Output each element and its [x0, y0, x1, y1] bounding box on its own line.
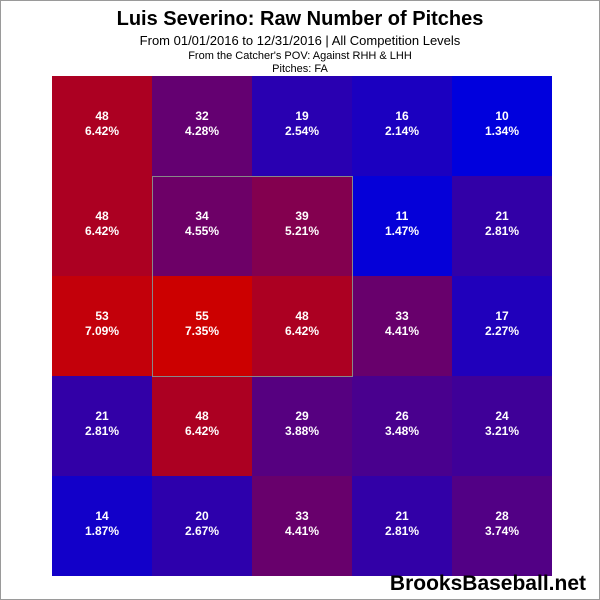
cell-percent-label: 4.41%: [285, 524, 319, 538]
cell-count-label: 10: [495, 109, 509, 123]
heatmap-cell-r4-c1: [152, 476, 252, 576]
cell-count-label: 21: [395, 509, 409, 523]
cell-percent-label: 1.34%: [485, 124, 519, 138]
cell-percent-label: 2.67%: [185, 524, 219, 538]
cell-count-label: 17: [495, 309, 509, 323]
heatmap-cell-r0-c0: [52, 76, 152, 176]
heatmap-cell-r4-c0: [52, 476, 152, 576]
cell-count-label: 29: [295, 409, 309, 423]
cell-percent-label: 2.81%: [85, 424, 119, 438]
cell-percent-label: 2.27%: [485, 324, 519, 338]
cell-percent-label: 3.48%: [385, 424, 419, 438]
cell-percent-label: 1.87%: [85, 524, 119, 538]
heatmap-cell-r1-c4: [452, 176, 552, 276]
chart-subtitle-pitches: Pitches: FA: [272, 63, 328, 75]
cell-count-label: 20: [195, 509, 209, 523]
brand-watermark: BrooksBaseball.net: [389, 572, 586, 595]
cell-percent-label: 4.28%: [185, 124, 219, 138]
heatmap-cell-r0-c3: [352, 76, 452, 176]
heatmap-cell-r1-c0: [52, 176, 152, 276]
heatmap-cell-r4-c2: [252, 476, 352, 576]
heatmap-cell-r2-c2: [252, 276, 352, 376]
cell-percent-label: 2.14%: [385, 124, 419, 138]
cell-percent-label: 6.42%: [285, 324, 319, 338]
chart-title: Luis Severino: Raw Number of Pitches: [116, 8, 484, 30]
cell-count-label: 14: [95, 509, 109, 523]
cell-count-label: 16: [395, 109, 409, 123]
cell-percent-label: 3.88%: [285, 424, 319, 438]
heatmap-cell-r4-c3: [352, 476, 452, 576]
cell-percent-label: 4.55%: [185, 224, 219, 238]
cell-count-label: 11: [396, 209, 409, 223]
cell-count-label: 48: [95, 209, 109, 223]
cell-percent-label: 5.21%: [285, 224, 319, 238]
cell-percent-label: 2.54%: [285, 124, 319, 138]
heatmap-cell-r3-c0: [52, 376, 152, 476]
cell-percent-label: 2.81%: [385, 524, 419, 538]
heatmap-cell-r0-c4: [452, 76, 552, 176]
heatmap-cell-r2-c1: [152, 276, 252, 376]
heatmap-cell-r4-c4: [452, 476, 552, 576]
cell-count-label: 19: [295, 109, 309, 123]
strike-zone-outline: [152, 176, 353, 377]
cell-count-label: 21: [495, 209, 509, 223]
cell-count-label: 48: [295, 309, 309, 323]
heatmap-cell-r1-c1: [152, 176, 252, 276]
cell-percent-label: 4.41%: [385, 324, 419, 338]
cell-count-label: 32: [195, 109, 209, 123]
cell-count-label: 26: [395, 409, 409, 423]
cell-percent-label: 6.42%: [85, 224, 119, 238]
heatmap-cell-r2-c4: [452, 276, 552, 376]
cell-count-label: 55: [195, 309, 209, 323]
heatmap-cell-r1-c2: [252, 176, 352, 276]
heatmap-cell-r3-c2: [252, 376, 352, 476]
cell-count-label: 53: [95, 309, 109, 323]
cell-percent-label: 2.81%: [485, 224, 519, 238]
chart-subtitle-pov: From the Catcher's POV: Against RHH & LH…: [188, 50, 412, 62]
cell-count-label: 28: [495, 509, 509, 523]
cell-percent-label: 6.42%: [85, 124, 119, 138]
heatmap-cell-r0-c1: [152, 76, 252, 176]
cell-count-label: 48: [195, 409, 209, 423]
heatmap-cell-r3-c1: [152, 376, 252, 476]
cell-count-label: 48: [95, 109, 109, 123]
cell-count-label: 21: [95, 409, 109, 423]
heatmap-cell-r2-c0: [52, 276, 152, 376]
chart-subtitle: From 01/01/2016 to 12/31/2016 | All Comp…: [139, 33, 461, 48]
cell-percent-label: 6.42%: [185, 424, 219, 438]
heatmap-cell-r2-c3: [352, 276, 452, 376]
heatmap-cell-r3-c3: [352, 376, 452, 476]
heatmap-cell-r3-c4: [452, 376, 552, 476]
cell-percent-label: 3.21%: [485, 424, 519, 438]
cell-count-label: 34: [195, 209, 209, 223]
cell-percent-label: 1.47%: [385, 224, 419, 238]
cell-percent-label: 7.35%: [185, 324, 219, 338]
cell-percent-label: 7.09%: [85, 324, 119, 338]
cell-count-label: 33: [395, 309, 409, 323]
heatmap-cell-r1-c3: [352, 176, 452, 276]
cell-count-label: 39: [295, 209, 309, 223]
cell-count-label: 24: [495, 409, 509, 423]
cell-count-label: 33: [295, 509, 309, 523]
cell-percent-label: 3.74%: [485, 524, 519, 538]
heatmap-cell-r0-c2: [252, 76, 352, 176]
